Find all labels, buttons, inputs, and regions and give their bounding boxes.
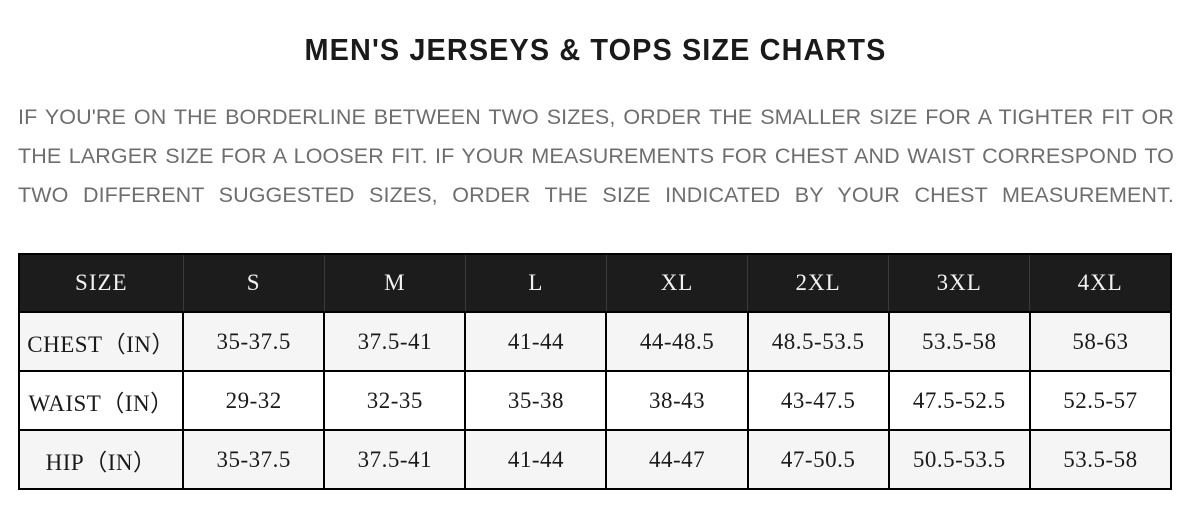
cell-hip-s: 35-37.5 [183,429,326,489]
cell-chest-xl: 44-48.5 [606,311,749,371]
table-row: HIP（IN） 35-37.5 37.5-41 41-44 44-47 47-5… [19,429,1171,489]
sizing-guidance-paragraph: IF YOU'RE ON THE BORDERLINE BETWEEN TWO … [18,105,1174,207]
row-label-waist: WAIST（IN） [19,370,185,430]
column-header-3xl: 3XL [888,254,1031,312]
size-chart-table: SIZE S M L XL 2XL 3XL 4XL CHEST（IN） 35-3… [18,253,1172,490]
cell-hip-xl: 44-47 [606,429,749,489]
cell-hip-3xl: 50.5-53.5 [888,429,1031,489]
column-header-size: SIZE [19,254,184,312]
column-header-s: S [183,254,325,312]
column-header-l: L [465,254,607,312]
cell-waist-3xl: 47.5-52.5 [888,370,1031,430]
table-header-row: SIZE S M L XL 2XL 3XL 4XL [19,254,1171,312]
cell-waist-2xl: 43-47.5 [747,370,890,430]
cell-chest-3xl: 53.5-58 [888,311,1031,371]
cell-chest-4xl: 58-63 [1029,311,1171,371]
page-title: MEN'S JERSEYS & TOPS SIZE CHARTS [304,32,887,67]
column-header-xl: XL [606,254,749,312]
row-label-hip: HIP（IN） [19,429,185,489]
cell-hip-4xl: 53.5-58 [1029,429,1171,489]
row-label-chest: CHEST（IN） [19,311,185,371]
cell-waist-l: 35-38 [465,370,608,430]
cell-hip-l: 41-44 [465,429,608,489]
table-body: CHEST（IN） 35-37.5 37.5-41 41-44 44-48.5 … [19,311,1171,489]
column-header-4xl: 4XL [1029,254,1171,312]
cell-chest-2xl: 48.5-53.5 [747,311,890,371]
size-chart-table-wrap: SIZE S M L XL 2XL 3XL 4XL CHEST（IN） 35-3… [18,253,1172,490]
column-header-2xl: 2XL [747,254,890,312]
cell-chest-l: 41-44 [465,311,608,371]
cell-waist-xl: 38-43 [606,370,749,430]
cell-waist-4xl: 52.5-57 [1029,370,1171,430]
table-row: CHEST（IN） 35-37.5 37.5-41 41-44 44-48.5 … [19,311,1171,371]
cell-hip-m: 37.5-41 [324,429,467,489]
cell-waist-s: 29-32 [183,370,326,430]
cell-chest-m: 37.5-41 [324,311,467,371]
cell-chest-s: 35-37.5 [183,311,326,371]
cell-hip-2xl: 47-50.5 [747,429,890,489]
table-row: WAIST（IN） 29-32 32-35 35-38 38-43 43-47.… [19,370,1171,430]
table-head: SIZE S M L XL 2XL 3XL 4XL [19,254,1171,312]
column-header-m: M [324,254,466,312]
cell-waist-m: 32-35 [324,370,467,430]
